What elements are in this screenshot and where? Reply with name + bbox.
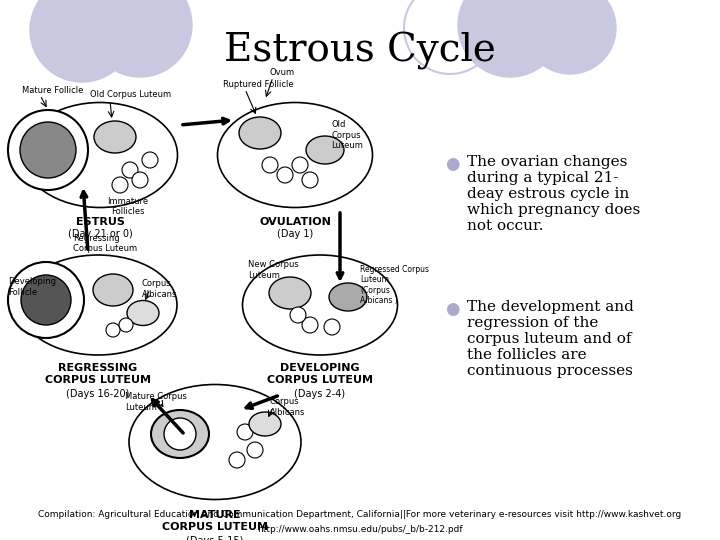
Circle shape — [302, 172, 318, 188]
Ellipse shape — [329, 283, 367, 311]
Circle shape — [458, 0, 562, 77]
Ellipse shape — [129, 384, 301, 500]
Circle shape — [229, 452, 245, 468]
Text: continuous processes: continuous processes — [467, 364, 633, 378]
Text: not occur.: not occur. — [467, 219, 544, 233]
Text: ●: ● — [445, 300, 459, 318]
Text: Old
Corpus
Luteum: Old Corpus Luteum — [331, 120, 363, 150]
Text: CORPUS LUTEUM: CORPUS LUTEUM — [162, 522, 268, 532]
Circle shape — [122, 162, 138, 178]
Text: (Day 21 or 0): (Day 21 or 0) — [68, 229, 132, 239]
Text: (Days 16-20): (Days 16-20) — [66, 389, 130, 399]
Ellipse shape — [94, 121, 136, 153]
Ellipse shape — [269, 277, 311, 309]
Text: during a typical 21-: during a typical 21- — [467, 171, 618, 185]
Circle shape — [292, 157, 308, 173]
Circle shape — [277, 167, 293, 183]
Text: Old Corpus Luteum: Old Corpus Luteum — [90, 90, 171, 99]
Ellipse shape — [22, 103, 178, 207]
Circle shape — [524, 0, 616, 74]
Text: Immature
Follicles: Immature Follicles — [107, 197, 148, 217]
Circle shape — [164, 418, 196, 450]
Text: The development and: The development and — [467, 300, 634, 314]
Text: The ovarian changes: The ovarian changes — [467, 155, 627, 169]
Circle shape — [290, 307, 306, 323]
Text: (Days 2-4): (Days 2-4) — [294, 389, 346, 399]
Text: the follicles are: the follicles are — [467, 348, 587, 362]
Ellipse shape — [217, 103, 372, 207]
Text: DEVELOPING: DEVELOPING — [280, 363, 360, 373]
Text: New Corpus
Luteum: New Corpus Luteum — [248, 260, 299, 280]
Text: ESTRUS: ESTRUS — [76, 217, 125, 227]
Circle shape — [262, 157, 278, 173]
Ellipse shape — [249, 412, 281, 436]
Text: Compilation: Agricultural Education and Communication Department, California||Fo: Compilation: Agricultural Education and … — [38, 510, 682, 519]
Circle shape — [21, 275, 71, 325]
Circle shape — [8, 110, 88, 190]
Text: Regressed Corpus
Luteum
(Corpus
Albicans ): Regressed Corpus Luteum (Corpus Albicans… — [360, 265, 429, 305]
Circle shape — [8, 262, 84, 338]
Ellipse shape — [239, 117, 281, 149]
Circle shape — [302, 317, 318, 333]
Text: Mature Corpus
Luteum: Mature Corpus Luteum — [125, 392, 187, 411]
Circle shape — [20, 122, 76, 178]
Text: which pregnancy does: which pregnancy does — [467, 203, 640, 217]
Text: Developing
Follicle: Developing Follicle — [8, 278, 56, 296]
Text: regression of the: regression of the — [467, 316, 598, 330]
Text: Ovum: Ovum — [270, 68, 295, 77]
Text: CORPUS LUTEUM: CORPUS LUTEUM — [45, 375, 151, 385]
Circle shape — [119, 318, 133, 332]
Ellipse shape — [93, 274, 133, 306]
Text: Corpus
Albicans: Corpus Albicans — [142, 279, 177, 299]
Text: Ruptured Follicle: Ruptured Follicle — [223, 80, 294, 89]
Text: (Day 1): (Day 1) — [277, 229, 313, 239]
Text: Corpus
Albicans: Corpus Albicans — [270, 397, 305, 417]
Circle shape — [88, 0, 192, 77]
Ellipse shape — [127, 300, 159, 326]
Text: CORPUS LUTEUM: CORPUS LUTEUM — [267, 375, 373, 385]
Text: corpus luteum and of: corpus luteum and of — [467, 332, 631, 346]
Text: http://www.oahs.nmsu.edu/pubs/_b/b-212.pdf: http://www.oahs.nmsu.edu/pubs/_b/b-212.p… — [257, 525, 463, 534]
Ellipse shape — [243, 255, 397, 355]
Circle shape — [106, 323, 120, 337]
Ellipse shape — [19, 255, 177, 355]
Text: OVULATION: OVULATION — [259, 217, 331, 227]
Circle shape — [112, 177, 128, 193]
Text: deay estrous cycle in: deay estrous cycle in — [467, 187, 629, 201]
Circle shape — [237, 424, 253, 440]
Circle shape — [142, 152, 158, 168]
Text: REGRESSING: REGRESSING — [58, 363, 138, 373]
Circle shape — [247, 442, 263, 458]
Circle shape — [30, 0, 134, 82]
Ellipse shape — [306, 136, 344, 164]
Text: (Days 5-15): (Days 5-15) — [186, 536, 243, 540]
Text: ●: ● — [445, 155, 459, 173]
Text: MATURE: MATURE — [189, 510, 240, 520]
Circle shape — [324, 319, 340, 335]
Ellipse shape — [151, 410, 209, 458]
Circle shape — [132, 172, 148, 188]
Text: Estrous Cycle: Estrous Cycle — [224, 32, 496, 70]
Text: Regressing
Corpus Luteum: Regressing Corpus Luteum — [73, 234, 137, 253]
Text: Mature Follicle: Mature Follicle — [22, 86, 84, 95]
